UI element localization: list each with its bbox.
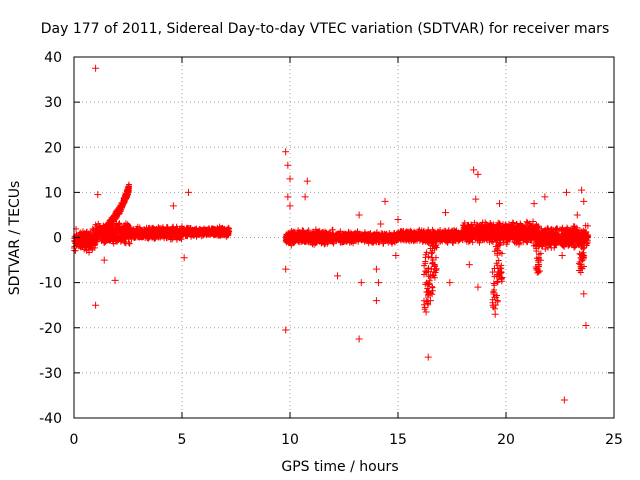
data-point [392,252,400,260]
data-point [426,297,434,305]
y-tick-label: -20 [39,321,62,337]
x-tick-label: 5 [178,432,187,448]
data-series [71,64,592,404]
data-point [578,186,586,194]
data-point [496,200,504,208]
data-point [282,265,290,273]
data-point [474,283,482,291]
data-point [100,256,108,264]
data-point [580,197,588,205]
y-tick-label: 10 [44,185,62,201]
data-point [286,175,294,183]
dense-data-cloud [71,181,592,313]
data-point [372,265,380,273]
x-tick-label: 0 [70,432,79,448]
axis-ticks: 0 5 10 15 20 25 -40 -30 -20 -10 0 10 20 30 40 [39,50,623,448]
data-point [541,193,549,201]
y-tick-label: 40 [44,50,62,66]
data-point [422,308,430,316]
data-point [381,197,389,205]
data-point [286,202,294,210]
data-point [582,321,590,329]
data-point [94,191,102,199]
x-tick-label: 25 [605,432,623,448]
y-tick-label: 0 [53,231,62,247]
data-point [92,64,100,72]
data-point [474,170,482,178]
data-point [465,261,473,269]
data-point [284,193,292,201]
data-point [580,290,588,298]
data-point [180,254,188,262]
data-point [442,209,450,217]
data-point [355,335,363,343]
y-axis-label: SDTVAR / TECUs [7,181,23,296]
data-point [303,177,311,185]
data-point [169,202,177,210]
y-tick-label: 20 [44,140,62,156]
data-point [184,188,192,196]
data-point [562,188,570,196]
data-point [355,211,363,219]
data-point [301,193,309,201]
data-point [534,261,542,269]
data-point [92,301,100,309]
data-point [394,215,402,223]
y-tick-label: -30 [39,366,62,382]
data-point [357,279,365,287]
data-point [530,200,538,208]
y-tick-label: -40 [39,411,62,427]
data-point [111,276,119,284]
x-tick-label: 10 [281,432,299,448]
chart-title: Day 177 of 2011, Sidereal Day-to-day VTE… [41,21,609,37]
x-tick-label: 15 [389,432,407,448]
data-point [424,353,432,361]
data-point [489,301,497,309]
data-point [560,396,568,404]
data-point [558,252,566,260]
data-point [282,326,290,334]
data-point [491,310,499,318]
data-point [446,279,454,287]
data-point [284,161,292,169]
x-tick-label: 20 [497,432,515,448]
data-point [472,195,480,203]
data-point [377,220,385,228]
x-axis-label: GPS time / hours [281,459,398,475]
data-point [375,279,383,287]
data-point [282,148,290,156]
data-point [334,272,342,280]
data-point [573,211,581,219]
y-tick-label: -10 [39,276,62,292]
data-point [470,166,478,174]
data-point [372,297,380,305]
y-tick-label: 30 [44,95,62,111]
